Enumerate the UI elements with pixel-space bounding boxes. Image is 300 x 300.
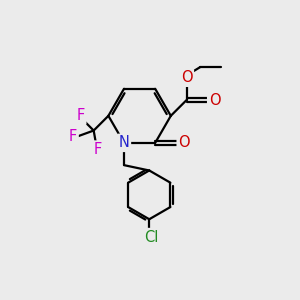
Text: Cl: Cl [144,230,159,244]
Text: N: N [118,135,129,150]
Text: F: F [69,129,77,144]
Text: O: O [209,93,220,108]
Text: O: O [178,135,190,150]
Text: O: O [181,70,192,85]
Text: F: F [76,109,85,124]
Text: F: F [94,142,102,157]
